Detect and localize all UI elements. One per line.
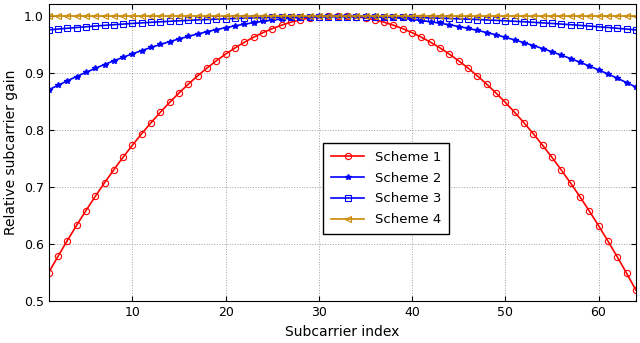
Scheme 3 [333, 15, 341, 19]
Scheme 1 [119, 155, 127, 159]
Scheme 2 [427, 20, 435, 24]
Scheme 2 [45, 88, 52, 92]
Scheme 2 [436, 21, 444, 25]
Scheme 4 [427, 14, 435, 18]
Scheme 1 [380, 20, 388, 24]
Scheme 3 [287, 15, 295, 19]
Scheme 2 [333, 14, 341, 18]
Scheme 2 [343, 13, 351, 17]
Scheme 3 [436, 16, 444, 20]
Scheme 2 [119, 55, 127, 59]
Scheme 2 [632, 85, 639, 89]
Scheme 2 [287, 16, 295, 20]
X-axis label: Subcarrier index: Subcarrier index [285, 325, 399, 339]
Scheme 4 [371, 14, 379, 18]
Scheme 4 [333, 14, 341, 18]
Scheme 1 [343, 14, 351, 18]
Line: Scheme 2: Scheme 2 [46, 13, 639, 93]
Scheme 1 [436, 46, 444, 50]
Scheme 3 [343, 15, 351, 19]
Scheme 4 [45, 14, 52, 18]
Scheme 4 [287, 14, 295, 18]
Scheme 3 [632, 28, 639, 32]
Scheme 4 [418, 14, 426, 18]
Line: Scheme 4: Scheme 4 [46, 13, 639, 19]
Scheme 3 [45, 28, 52, 32]
Scheme 1 [333, 13, 341, 17]
Line: Scheme 3: Scheme 3 [46, 14, 639, 33]
Scheme 3 [427, 16, 435, 20]
Y-axis label: Relative subcarrier gain: Relative subcarrier gain [4, 70, 18, 236]
Scheme 1 [287, 20, 295, 24]
Scheme 3 [119, 22, 127, 26]
Line: Scheme 1: Scheme 1 [45, 12, 639, 293]
Legend: Scheme 1, Scheme 2, Scheme 3, Scheme 4: Scheme 1, Scheme 2, Scheme 3, Scheme 4 [323, 143, 449, 234]
Scheme 2 [380, 15, 388, 19]
Scheme 3 [380, 15, 388, 19]
Scheme 1 [632, 288, 639, 292]
Scheme 1 [45, 271, 52, 275]
Scheme 4 [632, 14, 639, 18]
Scheme 4 [119, 14, 127, 18]
Scheme 1 [427, 40, 435, 44]
